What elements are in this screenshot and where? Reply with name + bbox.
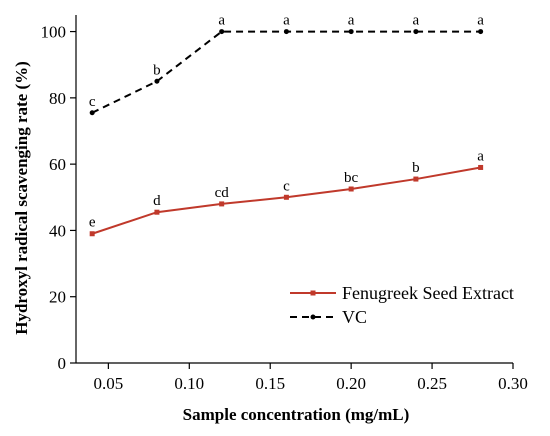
data-label-vc: b <box>153 62 161 78</box>
data-point-vc <box>348 29 354 35</box>
data-point-fenugreek-seed-extract <box>89 231 95 237</box>
y-tick-label: 80 <box>49 89 66 108</box>
x-tick-label: 0.25 <box>417 374 447 393</box>
data-label-fenugreek-seed-extract: a <box>477 148 484 164</box>
legend-label-vc: VC <box>342 307 367 327</box>
legend-marker-fenugreek-seed-extract <box>310 290 316 296</box>
data-label-fenugreek-seed-extract: c <box>283 178 290 194</box>
y-tick-label: 20 <box>49 288 66 307</box>
data-label-fenugreek-seed-extract: e <box>89 215 96 231</box>
axes <box>75 15 513 364</box>
y-tick-label: 60 <box>49 155 66 174</box>
ticks: 0.05 0.10 0.15 0.20 0.25 0.30 0 20 40 60 80 100 <box>41 23 528 393</box>
x-tick-label: 0.20 <box>336 374 366 393</box>
data-point-fenugreek-seed-extract <box>154 209 160 215</box>
legend-label-fenugreek-seed-extract: Fenugreek Seed Extract <box>342 283 514 303</box>
plot-area: e d cd c bc b a c b a a a a a <box>89 13 484 237</box>
data-label-fenugreek-seed-extract: cd <box>215 185 230 201</box>
y-axis-title: Hydroxyl radical scavenging rate (%) <box>12 61 31 335</box>
y-tick-label: 40 <box>49 221 66 240</box>
x-tick-label: 0.10 <box>174 374 204 393</box>
data-label-vc: a <box>218 13 225 29</box>
data-label-fenugreek-seed-extract: b <box>412 160 420 176</box>
x-tick-label: 0.05 <box>93 374 123 393</box>
data-point-fenugreek-seed-extract <box>413 176 419 182</box>
data-point-vc <box>413 29 419 35</box>
y-tick-label: 100 <box>41 23 67 42</box>
data-label-vc: a <box>283 13 290 29</box>
data-label-fenugreek-seed-extract: d <box>153 193 161 209</box>
data-label-vc: c <box>89 94 96 110</box>
series-line-vc <box>91 30 481 114</box>
data-point-vc <box>154 78 160 84</box>
data-label-vc: a <box>477 13 484 29</box>
data-label-fenugreek-seed-extract: bc <box>344 170 359 186</box>
data-point-vc <box>89 110 95 116</box>
data-point-fenugreek-seed-extract <box>478 164 484 170</box>
data-label-vc: a <box>348 13 355 29</box>
data-point-fenugreek-seed-extract <box>348 186 354 192</box>
x-axis-title: Sample concentration (mg/mL) <box>183 405 410 424</box>
data-label-vc: a <box>413 13 420 29</box>
x-tick-label: 0.15 <box>255 374 285 393</box>
x-tick-label: 0.30 <box>498 374 528 393</box>
data-point-vc <box>478 29 484 35</box>
data-point-vc <box>219 29 225 35</box>
data-point-vc <box>283 29 289 35</box>
y-tick-label: 0 <box>58 354 67 373</box>
data-point-fenugreek-seed-extract <box>283 194 289 200</box>
legend: Fenugreek Seed Extract VC <box>290 283 514 327</box>
legend-marker-vc <box>310 314 316 320</box>
data-point-fenugreek-seed-extract <box>219 201 225 207</box>
